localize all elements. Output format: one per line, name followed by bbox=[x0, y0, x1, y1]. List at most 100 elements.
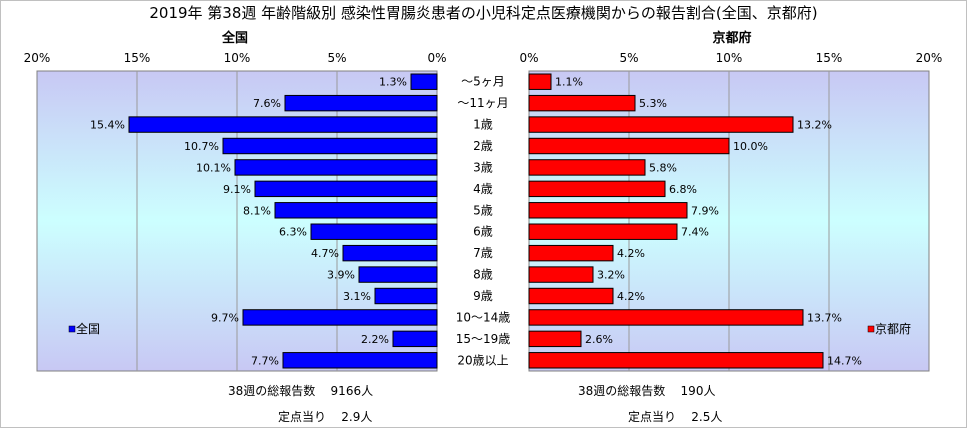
category-label: 9歳 bbox=[473, 289, 493, 303]
kyoto-bar bbox=[528, 266, 594, 283]
category-label: 20歳以上 bbox=[457, 353, 508, 367]
kyoto-data-label: 4.2% bbox=[617, 247, 645, 260]
kyoto-data-label: 6.8% bbox=[669, 183, 697, 196]
national-data-label: 3.9% bbox=[327, 269, 355, 282]
national-legend-label: 全国 bbox=[76, 321, 100, 336]
kyoto-bar bbox=[528, 94, 636, 112]
kyoto-total-reports-label: 38週の総報告数 bbox=[578, 384, 666, 398]
kyoto-tick-label: 5% bbox=[619, 51, 638, 65]
kyoto-tick-label: 15% bbox=[816, 51, 843, 65]
kyoto-total-reports: 38週の総報告数 190人 bbox=[578, 382, 715, 399]
kyoto-bar bbox=[528, 180, 666, 198]
category-label: 7歳 bbox=[473, 246, 493, 260]
national-data-label: 2.2% bbox=[361, 333, 389, 346]
national-data-label: 9.7% bbox=[211, 311, 239, 324]
kyoto-tick-label: 20% bbox=[916, 51, 943, 65]
kyoto-per-site: 定点当り 2.5人 bbox=[628, 408, 722, 425]
national-bar bbox=[128, 116, 438, 133]
kyoto-bar bbox=[528, 137, 730, 155]
national-total-reports: 38週の総報告数 9166人 bbox=[228, 382, 373, 399]
kyoto-data-label: 3.2% bbox=[597, 269, 625, 282]
kyoto-data-label: 13.2% bbox=[797, 119, 832, 132]
national-bar bbox=[284, 94, 438, 112]
kyoto-data-label: 5.3% bbox=[639, 97, 667, 110]
national-per-site-label: 定点当り bbox=[278, 410, 327, 424]
national-bar bbox=[410, 73, 438, 90]
category-label: ～11ヶ月 bbox=[457, 96, 508, 110]
kyoto-per-site-label: 定点当り bbox=[628, 410, 677, 424]
kyoto-data-label: 13.7% bbox=[807, 311, 842, 324]
national-bar bbox=[374, 287, 438, 305]
panel-title-national: 全国 bbox=[221, 31, 248, 46]
panel-title-kyoto: 京都府 bbox=[712, 31, 752, 46]
national-tick-label: 5% bbox=[327, 51, 346, 65]
national-bar bbox=[274, 202, 438, 219]
kyoto-per-site-value: 2.5人 bbox=[691, 410, 723, 424]
national-total-reports-label: 38週の総報告数 bbox=[228, 384, 316, 398]
national-bar bbox=[310, 223, 438, 240]
category-label: 15～19歳 bbox=[456, 332, 511, 346]
kyoto-data-label: 4.2% bbox=[617, 290, 645, 303]
national-data-label: 10.1% bbox=[196, 161, 231, 174]
category-label: 1歳 bbox=[473, 118, 493, 132]
kyoto-bar bbox=[528, 223, 678, 240]
national-bar bbox=[282, 352, 438, 369]
national-bar bbox=[254, 180, 438, 198]
category-label: 4歳 bbox=[473, 182, 493, 196]
category-label: ～5ヶ月 bbox=[461, 75, 505, 89]
national-tick-label: 10% bbox=[224, 51, 251, 65]
national-data-label: 8.1% bbox=[243, 204, 271, 217]
kyoto-bar bbox=[528, 244, 614, 262]
category-label: 8歳 bbox=[473, 268, 493, 282]
kyoto-data-label: 2.6% bbox=[585, 333, 613, 346]
national-bar bbox=[234, 159, 438, 176]
kyoto-bar bbox=[528, 352, 824, 369]
category-label: 5歳 bbox=[473, 203, 493, 217]
kyoto-bar bbox=[528, 202, 688, 219]
kyoto-data-label: 7.4% bbox=[681, 226, 709, 239]
kyoto-bar bbox=[528, 330, 582, 348]
national-data-label: 6.3% bbox=[279, 226, 307, 239]
national-total-reports-value: 9166人 bbox=[330, 384, 374, 398]
kyoto-legend-label: 京都府 bbox=[875, 321, 911, 336]
national-data-label: 7.6% bbox=[253, 97, 281, 110]
kyoto-data-label: 1.1% bbox=[555, 76, 583, 89]
kyoto-bar bbox=[528, 309, 804, 326]
national-data-label: 3.1% bbox=[343, 290, 371, 303]
kyoto-legend-swatch bbox=[867, 325, 875, 333]
national-legend-swatch bbox=[68, 325, 76, 333]
kyoto-data-label: 10.0% bbox=[733, 140, 768, 153]
national-bar bbox=[222, 137, 438, 155]
kyoto-data-label: 14.7% bbox=[827, 354, 862, 367]
national-bar bbox=[342, 244, 438, 262]
kyoto-data-label: 5.8% bbox=[649, 161, 677, 174]
category-label: 6歳 bbox=[473, 225, 493, 239]
national-bar bbox=[242, 309, 438, 326]
category-label: 2歳 bbox=[473, 139, 493, 153]
national-tick-label: 0% bbox=[427, 51, 446, 65]
national-bar bbox=[358, 266, 438, 283]
kyoto-tick-label: 10% bbox=[716, 51, 743, 65]
national-data-label: 1.3% bbox=[379, 76, 407, 89]
kyoto-data-label: 7.9% bbox=[691, 204, 719, 217]
national-bar bbox=[392, 330, 438, 348]
kyoto-tick-label: 0% bbox=[519, 51, 538, 65]
kyoto-total-reports-value: 190人 bbox=[680, 384, 716, 398]
national-data-label: 4.7% bbox=[311, 247, 339, 260]
chart-title: 2019年 第38週 年齢階級別 感染性胃腸炎患者の小児科定点医療機関からの報告… bbox=[149, 4, 818, 22]
national-tick-label: 15% bbox=[124, 51, 151, 65]
national-per-site-value: 2.9人 bbox=[341, 410, 373, 424]
kyoto-bar bbox=[528, 73, 552, 90]
national-tick-label: 20% bbox=[24, 51, 51, 65]
national-data-label: 9.1% bbox=[223, 183, 251, 196]
category-label: 10～14歳 bbox=[456, 310, 511, 324]
national-data-label: 7.7% bbox=[251, 354, 279, 367]
category-label: 3歳 bbox=[473, 160, 493, 174]
kyoto-bar bbox=[528, 287, 614, 305]
national-data-label: 15.4% bbox=[90, 119, 125, 132]
national-per-site: 定点当り 2.9人 bbox=[278, 408, 372, 425]
kyoto-bar bbox=[528, 159, 646, 176]
kyoto-bar bbox=[528, 116, 794, 133]
national-data-label: 10.7% bbox=[184, 140, 219, 153]
